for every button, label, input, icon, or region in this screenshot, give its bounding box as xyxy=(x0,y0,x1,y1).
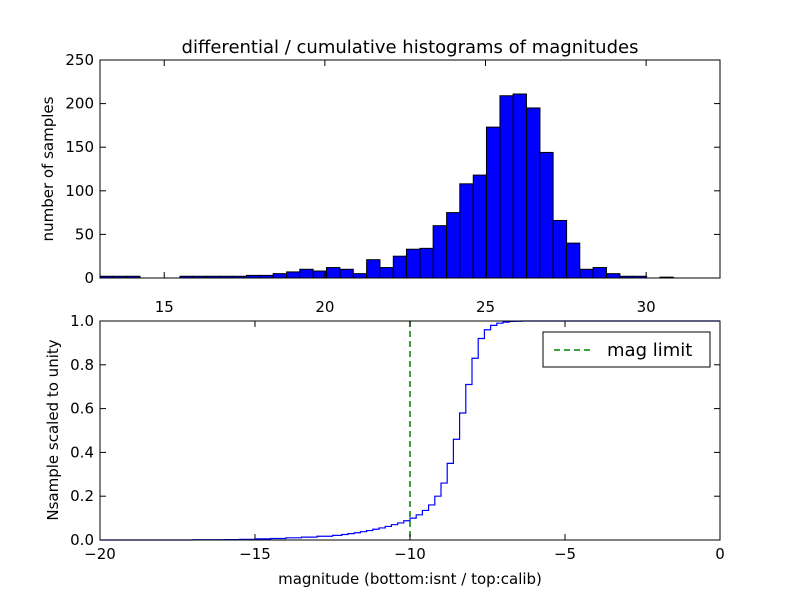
top-y-axis-label: number of samples xyxy=(39,96,57,241)
histogram-bar xyxy=(432,225,447,279)
bottom-y-tick-label: 1.0 xyxy=(70,312,94,330)
legend-box xyxy=(542,331,711,368)
bottom-lines-group xyxy=(100,320,720,541)
histogram-bar xyxy=(579,268,594,279)
bottom-x-tick-label: −15 xyxy=(239,545,271,563)
cumulative-step-line xyxy=(100,320,720,541)
top-y-tick-label: 100 xyxy=(65,182,94,200)
histogram-bar xyxy=(272,273,287,279)
histogram-bar xyxy=(512,93,527,279)
legend-mag-limit-label: mag limit xyxy=(607,340,692,361)
bottom-y-tick-label: 0.8 xyxy=(70,356,94,374)
histogram-bar xyxy=(499,95,514,279)
histogram-bar xyxy=(606,273,621,279)
bottom-x-tick-label: −5 xyxy=(554,545,576,563)
histogram-bar xyxy=(526,107,541,279)
histogram-bar xyxy=(352,273,367,279)
top-ticks-group: 15 20 25 30 0 50 100 150 200 250 xyxy=(65,51,720,316)
top-x-tick-label: 20 xyxy=(315,298,334,316)
bottom-y-axis-label: Nsample scaled to unity xyxy=(44,339,62,520)
top-x-tick-label: 30 xyxy=(637,298,656,316)
top-x-tick-label: 15 xyxy=(155,298,174,316)
top-x-tick-label: 25 xyxy=(476,298,495,316)
top-bars-group xyxy=(99,93,674,279)
histogram-bar xyxy=(472,174,488,279)
histogram-bar xyxy=(446,212,461,279)
top-y-tick-label: 150 xyxy=(65,138,94,156)
histogram-bar xyxy=(299,268,314,279)
bottom-x-tick-label: −10 xyxy=(394,545,426,563)
bottom-y-tick-label: 0.0 xyxy=(70,531,94,549)
histogram-bar xyxy=(366,259,381,279)
histogram-bar xyxy=(565,242,581,279)
bottom-x-tick-label: 0 xyxy=(715,545,725,563)
bottom-y-tick-label: 0.6 xyxy=(70,400,94,418)
top-axes-frame xyxy=(99,59,721,279)
top-y-tick-label: 250 xyxy=(65,51,94,69)
bottom-axes-frame xyxy=(99,320,721,541)
bottom-y-tick-label: 0.2 xyxy=(70,487,94,505)
top-y-tick-label: 0 xyxy=(84,269,94,287)
legend: mag limit xyxy=(542,331,711,368)
bottom-x-axis-label: magnitude (bottom:isnt / top:calib) xyxy=(278,570,542,588)
histogram-bar xyxy=(325,267,341,279)
bottom-x-tick-label: −20 xyxy=(84,545,116,563)
bottom-y-tick-label: 0.4 xyxy=(70,443,94,461)
histogram-bar xyxy=(459,183,474,279)
histogram-bar xyxy=(286,271,301,279)
histogram-bar xyxy=(419,247,434,279)
top-y-tick-label: 200 xyxy=(65,95,94,113)
figure-title: differential / cumulative histograms of … xyxy=(182,37,639,58)
histogram-bar xyxy=(485,126,501,279)
histogram-bar xyxy=(405,248,421,279)
histogram-bar xyxy=(539,151,554,279)
histogram-bar xyxy=(339,268,354,279)
histogram-bar xyxy=(552,219,568,279)
top-y-tick-label: 50 xyxy=(75,225,94,243)
histogram-bar xyxy=(379,267,394,279)
histogram-bar xyxy=(392,255,408,279)
histogram-bar xyxy=(592,267,607,279)
